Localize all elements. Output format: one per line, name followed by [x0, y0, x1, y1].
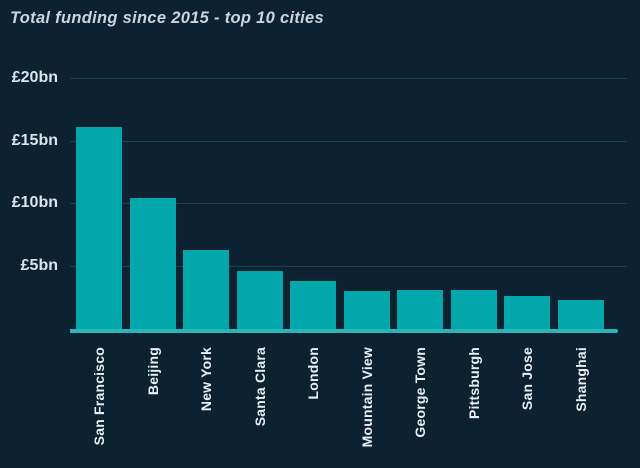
bar-george-town — [397, 290, 443, 329]
gridline--15bn — [70, 141, 627, 142]
y-tick-label--5bn: £5bn — [20, 257, 58, 274]
x-label-cell-beijing: Beijing — [126, 347, 180, 468]
x-label-cell-santa-clara: Santa Clara — [233, 347, 287, 468]
x-label-cell-pittsburgh: Pittsburgh — [447, 347, 501, 468]
x-tick-label-new-york: New York — [198, 347, 214, 412]
x-label-cell-new-york: New York — [179, 347, 233, 468]
x-tick-label-santa-clara: Santa Clara — [252, 347, 268, 427]
x-tick-label-mountain-view: Mountain View — [359, 347, 375, 448]
x-label-cell-mountain-view: Mountain View — [340, 347, 394, 468]
x-tick-label-pittsburgh: Pittsburgh — [466, 347, 482, 419]
bar-pittsburgh — [451, 290, 497, 329]
x-tick-label-george-town: George Town — [412, 347, 428, 438]
gridline--10bn — [70, 203, 627, 204]
x-label-cell-san-francisco: San Francisco — [72, 347, 126, 468]
x-label-cell-george-town: George Town — [393, 347, 447, 468]
chart-title: Total funding since 2015 - top 10 cities — [10, 9, 324, 27]
x-tick-label-london: London — [305, 347, 321, 400]
bar-new-york — [183, 250, 229, 329]
bar-san-jose — [504, 296, 550, 329]
x-label-cell-london: London — [286, 347, 340, 468]
x-label-cell-shanghai: Shanghai — [554, 347, 608, 468]
gridline--5bn — [70, 266, 627, 267]
y-tick-label--20bn: £20bn — [11, 69, 58, 86]
x-label-cell-san-jose: San Jose — [500, 347, 554, 468]
gridline--20bn — [70, 78, 627, 79]
x-tick-label-san-francisco: San Francisco — [91, 347, 107, 446]
x-axis-baseline — [70, 329, 618, 333]
bar-san-francisco — [76, 127, 122, 329]
x-tick-label-beijing: Beijing — [145, 347, 161, 396]
bar-london — [290, 281, 336, 329]
bar-mountain-view — [344, 291, 390, 329]
bar-beijing — [130, 198, 176, 329]
bar-santa-clara — [237, 271, 283, 329]
y-tick-label--10bn: £10bn — [11, 194, 58, 211]
bar-shanghai — [558, 300, 604, 329]
y-tick-label--15bn: £15bn — [11, 132, 58, 149]
x-tick-label-san-jose: San Jose — [519, 347, 535, 411]
x-tick-label-shanghai: Shanghai — [573, 347, 589, 412]
